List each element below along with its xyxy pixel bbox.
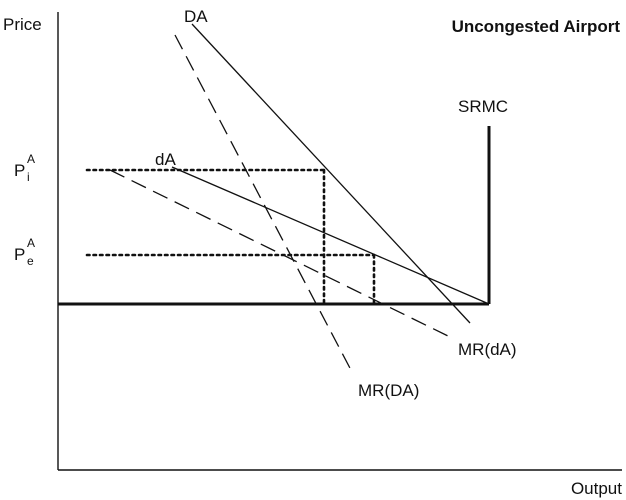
svg-text:P: P	[14, 161, 25, 180]
label-Pe: P A e	[14, 236, 35, 268]
svg-text:A: A	[27, 236, 35, 250]
svg-text:P: P	[14, 245, 25, 264]
label-Pi: P A i	[14, 152, 35, 184]
diagram-title: Uncongested Airport	[452, 17, 621, 36]
label-SRMC: SRMC	[458, 97, 508, 116]
label-MR-DA: MR(DA)	[358, 381, 419, 400]
svg-text:A: A	[27, 152, 35, 166]
label-DA: DA	[184, 7, 208, 26]
x-axis-label: Output	[571, 479, 622, 498]
demand-dA-line	[171, 166, 490, 305]
y-axis-label: Price	[3, 15, 42, 34]
demand-DA-line	[191, 23, 471, 324]
mr-dA-line	[109, 169, 449, 337]
label-MR-dA: MR(dA)	[458, 340, 517, 359]
label-dA: dA	[155, 150, 176, 169]
svg-text:e: e	[27, 254, 34, 268]
mr-DA-line	[174, 34, 353, 373]
svg-text:i: i	[27, 170, 30, 184]
